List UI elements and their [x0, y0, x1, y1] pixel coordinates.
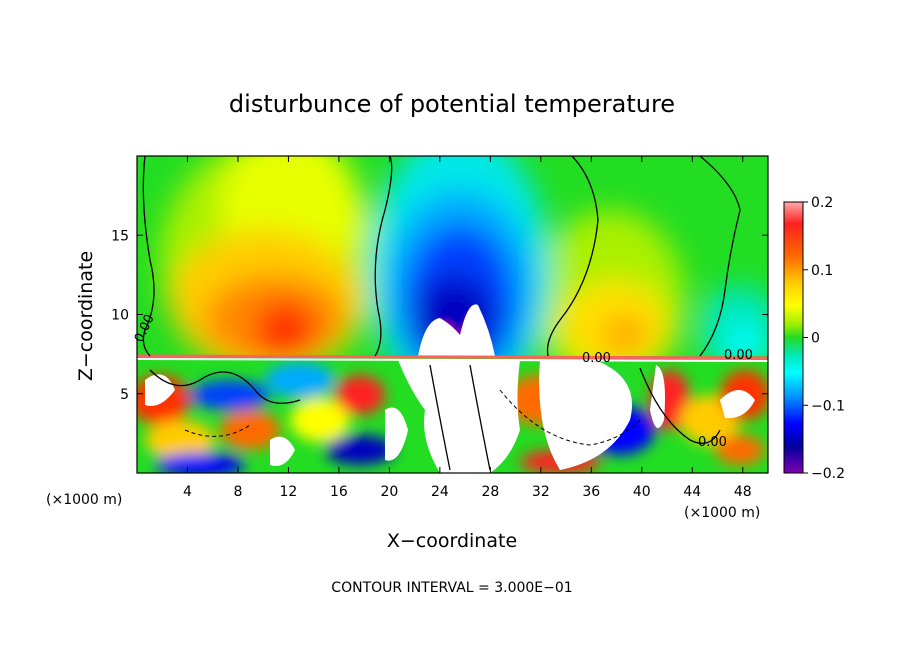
x-axis-unit-right: (×1000 m): [684, 505, 760, 521]
y-axis: 5 10 15: [111, 228, 768, 403]
y-tick-label: 5: [120, 387, 129, 403]
x-tick-label: 8: [233, 484, 242, 500]
x-tick-label: 16: [330, 484, 348, 500]
x-tick-label: 4: [183, 484, 192, 500]
chart-title: disturbunce of potential temperature: [229, 90, 675, 118]
interface-line: [137, 354, 768, 360]
x-axis-unit-left: (×1000 m): [46, 492, 122, 508]
x-tick-label: 28: [481, 484, 499, 500]
colorbar-tick-label: −0.1: [811, 398, 845, 414]
x-axis-label: X−coordinate: [387, 530, 517, 552]
x-tick-label: 40: [633, 484, 651, 500]
colorbar-ticks: 0.2 0.1 0 −0.1 −0.2: [803, 195, 845, 482]
lower-layer: [137, 356, 768, 473]
y-axis-label: Z−coordinate: [75, 251, 97, 381]
colorbar-swatch: [783, 201, 804, 474]
colorbar-tick-label: 0: [811, 331, 820, 347]
x-axis: 4 8 12 16 20 24 28 32 36 40 44 48: [183, 156, 752, 500]
colorbar-tick-label: 0.1: [811, 263, 833, 279]
temperature-field: [137, 156, 768, 473]
x-tick-label: 32: [532, 484, 550, 500]
contour-label: 0.00: [698, 435, 727, 450]
y-tick-label: 10: [111, 308, 129, 324]
contour-label: 0.00: [582, 351, 611, 366]
x-tick-label: 36: [582, 484, 600, 500]
contour-interval-note: CONTOUR INTERVAL = 3.000E−01: [331, 580, 572, 596]
upper-layer: [160, 156, 768, 358]
x-tick-label: 48: [734, 484, 752, 500]
zero-contours: [142, 156, 741, 471]
x-tick-label: 12: [280, 484, 298, 500]
colorbar: 0.2 0.1 0 −0.1 −0.2: [783, 195, 845, 482]
colorbar-tick-label: −0.2: [811, 466, 845, 482]
x-tick-label: 24: [431, 484, 449, 500]
negative-contours: [184, 389, 641, 446]
x-tick-label: 20: [380, 484, 398, 500]
x-tick-label: 44: [683, 484, 701, 500]
y-tick-label: 15: [111, 228, 129, 244]
contour-label: 0.00: [724, 348, 753, 363]
colorbar-tick-label: 0.2: [811, 195, 833, 211]
